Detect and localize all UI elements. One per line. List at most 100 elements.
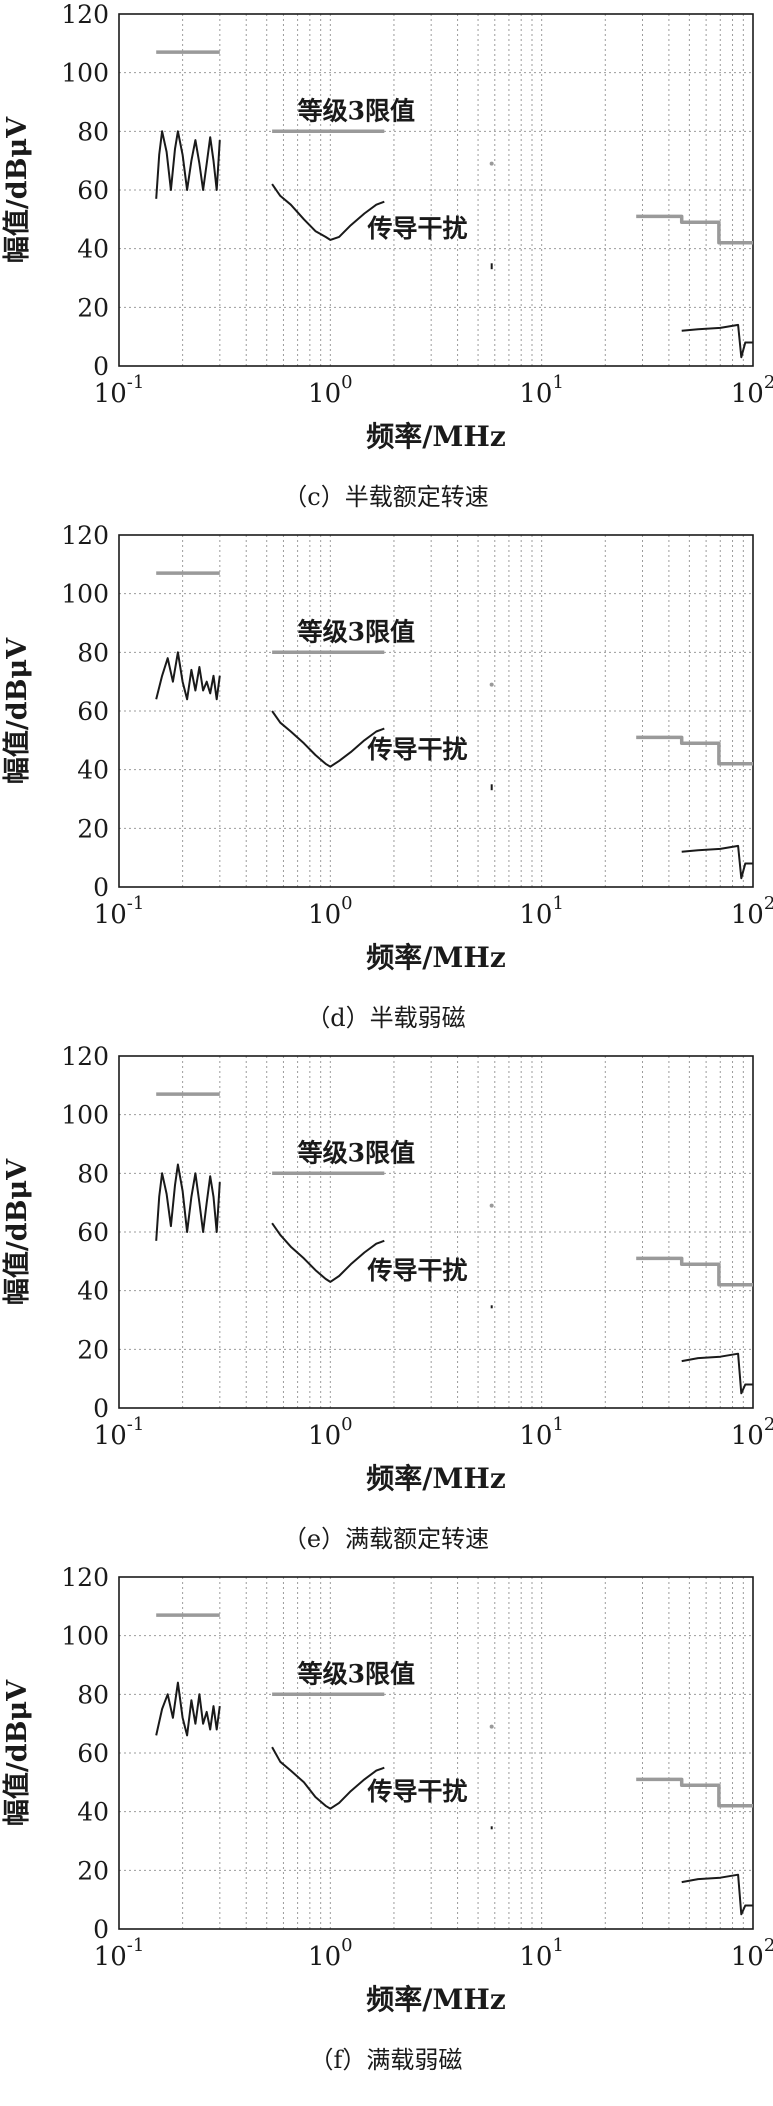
plot-frame — [118, 13, 754, 367]
emission-segment — [271, 183, 385, 241]
limit-segment — [489, 161, 494, 166]
x-tick-label: 100 — [308, 1414, 353, 1451]
grid-lines — [119, 1056, 753, 1408]
plot-frame — [118, 1576, 754, 1930]
x-tick-exponent: 1 — [552, 372, 563, 393]
y-axis-label: 幅值/dBμV — [2, 116, 33, 263]
chart-panel-1: 0 20 40 60 80 100 120 1 0 -1 100 101 102 频率/MHz 幅值/dBμ… — [2, 521, 773, 1032]
x-axis-label: 频率/MHz — [366, 941, 506, 974]
x-tick-exponent: 1 — [552, 893, 563, 914]
plot-frame — [118, 534, 754, 888]
y-tick-label: 40 — [77, 1277, 109, 1306]
x-tick-label: 102 — [731, 893, 773, 930]
emission-segment — [155, 1681, 221, 1737]
emission-segment — [271, 710, 385, 768]
x-tick-exponent: 0 — [341, 1414, 352, 1435]
emission-segment — [155, 651, 221, 701]
x-tick-label: 102 — [731, 1935, 773, 1972]
y-tick-label: 0 — [93, 1915, 109, 1944]
x-tick-exponent: 0 — [341, 1935, 352, 1956]
limit-segment — [489, 1203, 494, 1208]
y-tick-label: 120 — [61, 521, 109, 550]
y-tick-label: 40 — [77, 1798, 109, 1827]
x-tick-label: 100 — [308, 893, 353, 930]
y-tick-label: 80 — [77, 117, 109, 146]
figure-caption: （c）半载额定转速 — [283, 483, 488, 511]
limit-segment — [489, 682, 494, 687]
y-tick-label: 20 — [77, 1335, 109, 1364]
limit-segment — [636, 735, 753, 766]
y-tick-label: 80 — [77, 1159, 109, 1188]
x-tick-exponent: 2 — [764, 1414, 773, 1435]
limit-segment — [489, 1724, 494, 1729]
x-tick-exponent: 2 — [764, 372, 773, 393]
x-axis-label: 频率/MHz — [366, 1462, 506, 1495]
y-tick-label: 120 — [61, 0, 109, 29]
y-axis-label: 幅值/dBμV — [2, 1158, 33, 1305]
chart-panel-0: 0 20 40 60 80 100 120 1 0 -1 100 101 102 频率/MHz 幅值/dBμ… — [2, 0, 773, 511]
limit-segment — [636, 214, 753, 245]
y-tick-label: 100 — [61, 59, 109, 88]
figure-caption: （f）满载弱磁 — [310, 2046, 463, 2074]
chart-panel-3: 0 20 40 60 80 100 120 1 0 -1 100 101 102 频率/MHz 幅值/dBμ… — [2, 1563, 773, 2074]
plot-frame — [118, 1055, 754, 1409]
x-tick-exponent: -1 — [127, 1935, 145, 1956]
x-axis-label: 频率/MHz — [366, 1983, 506, 2016]
x-tick-exponent: 0 — [341, 893, 352, 914]
y-tick-label: 40 — [77, 756, 109, 785]
emission-segment — [271, 1222, 385, 1283]
x-tick-label: 101 — [519, 1935, 564, 1972]
y-tick-label: 80 — [77, 638, 109, 667]
emission-segment — [155, 130, 221, 199]
x-tick-exponent: 2 — [764, 893, 773, 914]
figure-caption: （d）半载弱磁 — [306, 1004, 465, 1032]
annotation-label: 等级3限值 — [298, 1139, 415, 1168]
annotation-label: 传导干扰 — [367, 735, 468, 764]
grid-lines — [119, 535, 753, 887]
y-tick-label: 100 — [61, 1101, 109, 1130]
x-tick-exponent: -1 — [127, 372, 145, 393]
annotation-label: 传导干扰 — [367, 214, 468, 243]
y-tick-label: 60 — [77, 1218, 109, 1247]
emission-segment — [271, 1746, 385, 1810]
y-tick-label: 120 — [61, 1563, 109, 1592]
x-tick-label: 100 — [308, 372, 353, 409]
emission-segment — [681, 1873, 753, 1916]
y-tick-label: 60 — [77, 176, 109, 205]
y-tick-label: 100 — [61, 580, 109, 609]
y-tick-label: 60 — [77, 697, 109, 726]
x-tick-exponent: 1 — [552, 1935, 563, 1956]
y-tick-label: 0 — [93, 873, 109, 902]
figure-caption: （e）满载额定转速 — [283, 1525, 489, 1553]
grid-lines — [119, 1577, 753, 1929]
x-tick-exponent: -1 — [127, 893, 145, 914]
y-tick-label: 100 — [61, 1622, 109, 1651]
x-tick-label: 102 — [731, 1414, 773, 1451]
annotation-label: 传导干扰 — [367, 1256, 468, 1285]
x-tick-label: 101 — [519, 1414, 564, 1451]
emission-segment — [681, 323, 753, 359]
emission-segment — [155, 1163, 221, 1241]
x-axis-label: 频率/MHz — [366, 420, 506, 453]
x-tick-exponent: -1 — [127, 1414, 145, 1435]
y-tick-label: 120 — [61, 1042, 109, 1071]
annotation-label: 等级3限值 — [298, 618, 415, 647]
annotation-label: 等级3限值 — [298, 97, 415, 126]
x-tick-exponent: 1 — [552, 1414, 563, 1435]
grid-lines — [119, 14, 753, 366]
y-axis-label: 幅值/dBμV — [2, 1679, 33, 1826]
annotation-label: 等级3限值 — [298, 1660, 415, 1689]
annotation-label: 传导干扰 — [367, 1777, 468, 1806]
emission-segment — [681, 1352, 753, 1395]
limit-segment — [636, 1256, 753, 1287]
y-tick-label: 20 — [77, 1856, 109, 1885]
y-tick-label: 0 — [93, 1394, 109, 1423]
x-tick-exponent: 0 — [341, 372, 352, 393]
y-tick-label: 80 — [77, 1680, 109, 1709]
y-tick-label: 20 — [77, 293, 109, 322]
chart-panel-2: 0 20 40 60 80 100 120 1 0 -1 100 101 102 频率/MHz 幅值/dBμ… — [2, 1042, 773, 1553]
emission-segment — [681, 844, 753, 880]
x-tick-label: 100 — [308, 1935, 353, 1972]
limit-segment — [636, 1777, 753, 1808]
y-axis-label: 幅值/dBμV — [2, 637, 33, 784]
